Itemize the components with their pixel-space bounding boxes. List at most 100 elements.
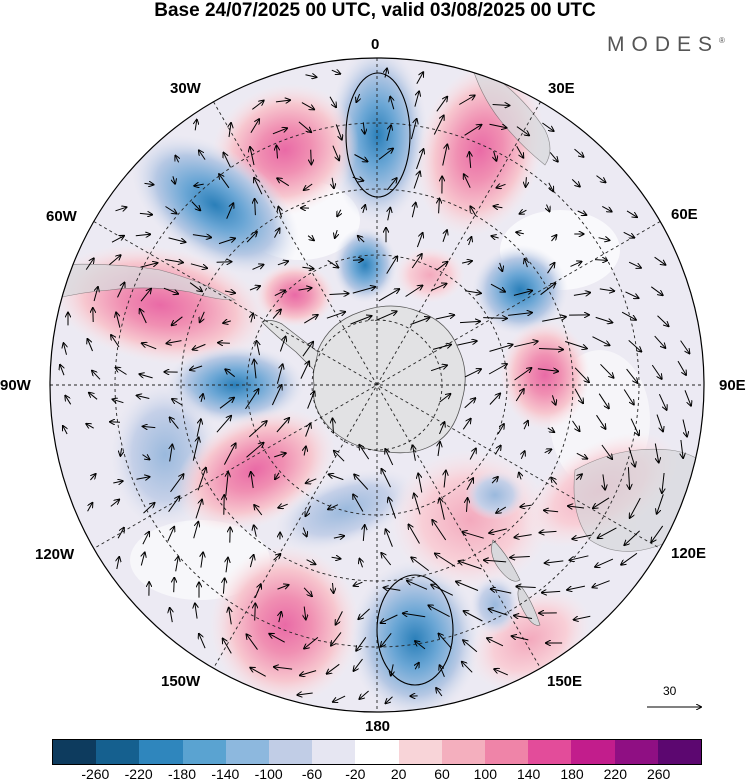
wind-vector [428, 605, 450, 618]
wind-vector [405, 286, 423, 297]
australia [573, 448, 704, 552]
wind-vector [684, 390, 691, 405]
wind-vector [436, 97, 447, 112]
wind-vector [549, 182, 553, 191]
wind-vector [89, 393, 98, 400]
colorbar-tick-label: 60 [434, 766, 450, 782]
wind-vector [413, 172, 420, 189]
wind-vector [524, 421, 528, 430]
wind-vector [567, 585, 586, 590]
wind-vector [337, 209, 341, 217]
colorbar-bin-13 [614, 740, 658, 764]
wind-vector [331, 70, 340, 74]
wind-vector [192, 437, 198, 461]
wind-vector [137, 396, 150, 399]
wind-vector [431, 585, 454, 596]
colorbar-tick-label: 180 [560, 766, 584, 782]
lon-label-60w: 60W [46, 208, 77, 225]
wind-vector [410, 119, 416, 140]
wind-vector [140, 289, 151, 302]
wind-vector [275, 100, 290, 102]
wind-vector [85, 258, 94, 270]
wind-vector [92, 371, 101, 380]
wind-vector [470, 206, 477, 216]
wind-vector [382, 469, 391, 488]
wind-vector [416, 72, 423, 85]
wind-vector [117, 557, 119, 570]
wind-vector [444, 471, 446, 488]
wind-vector [172, 316, 183, 325]
wind-vector [354, 582, 363, 586]
anomaly-pos-inner-e [395, 247, 465, 303]
wind-vector [598, 238, 610, 241]
wind-vector [250, 147, 255, 166]
wind-vector [172, 399, 183, 406]
wind-vector [572, 420, 580, 431]
wind-vector [514, 368, 532, 381]
wind-vector [602, 205, 611, 211]
wind-vector [628, 447, 635, 466]
wind-vector [466, 478, 473, 491]
wind-vector [254, 584, 261, 598]
wind-vector [411, 254, 422, 269]
wind-vector [356, 93, 359, 102]
wind-vector [363, 525, 364, 541]
wind-vector [144, 183, 154, 184]
wind-vector [439, 422, 445, 435]
wind-vector [489, 609, 508, 616]
wind-vector [386, 256, 398, 274]
wind-vector [680, 340, 690, 354]
wind-vector [226, 558, 228, 573]
wind-vector [276, 418, 289, 433]
wind-vector [390, 97, 394, 110]
wind-vector [626, 368, 638, 383]
wind-vector [378, 289, 399, 302]
wind-vector [574, 388, 583, 403]
wind-vector [269, 634, 285, 643]
wind-vector [167, 527, 174, 542]
wind-vector [651, 286, 662, 295]
wind-vector [598, 393, 609, 409]
wind-vector [491, 236, 499, 238]
wind-vector [359, 690, 369, 699]
wind-vector [328, 504, 339, 510]
wind-vector [272, 128, 287, 135]
wind-vector [384, 588, 401, 591]
anomaly-pos-inner-w [255, 263, 335, 327]
lon-label-30e: 30E [548, 80, 575, 97]
wind-vector [469, 237, 472, 246]
wind-vector [170, 608, 173, 623]
anomaly-neg-150w-inner [273, 468, 417, 552]
wind-vector [494, 151, 497, 161]
wind-vector [549, 152, 558, 161]
wind-vector [226, 203, 234, 219]
wind-vector [388, 208, 391, 221]
wind-vector [116, 368, 127, 375]
wind-vector [141, 553, 144, 566]
wind-vector [469, 449, 476, 460]
wind-vector [190, 365, 203, 370]
wind-vector [327, 259, 339, 267]
wind-vector [275, 472, 279, 479]
wind-vector [657, 494, 664, 513]
wind-vector [136, 477, 150, 479]
wind-vector [418, 474, 423, 493]
wind-vector [142, 455, 150, 460]
wind-vector [459, 561, 482, 570]
wind-vector [545, 561, 564, 563]
wind-vector [251, 314, 253, 323]
wind-vector [570, 555, 589, 560]
wind-vector [462, 662, 473, 673]
wind-vector [391, 664, 393, 675]
wind-vector [623, 231, 635, 237]
wind-vector [464, 174, 471, 188]
wind-vector [516, 232, 524, 234]
wind-vector [542, 122, 553, 131]
wind-vector [218, 343, 230, 344]
wind-vector [363, 122, 364, 133]
wind-vector [93, 287, 98, 302]
wind-vector [87, 503, 93, 512]
wind-vector [224, 153, 231, 168]
wind-vector [331, 632, 342, 645]
wind-vector [551, 478, 558, 485]
